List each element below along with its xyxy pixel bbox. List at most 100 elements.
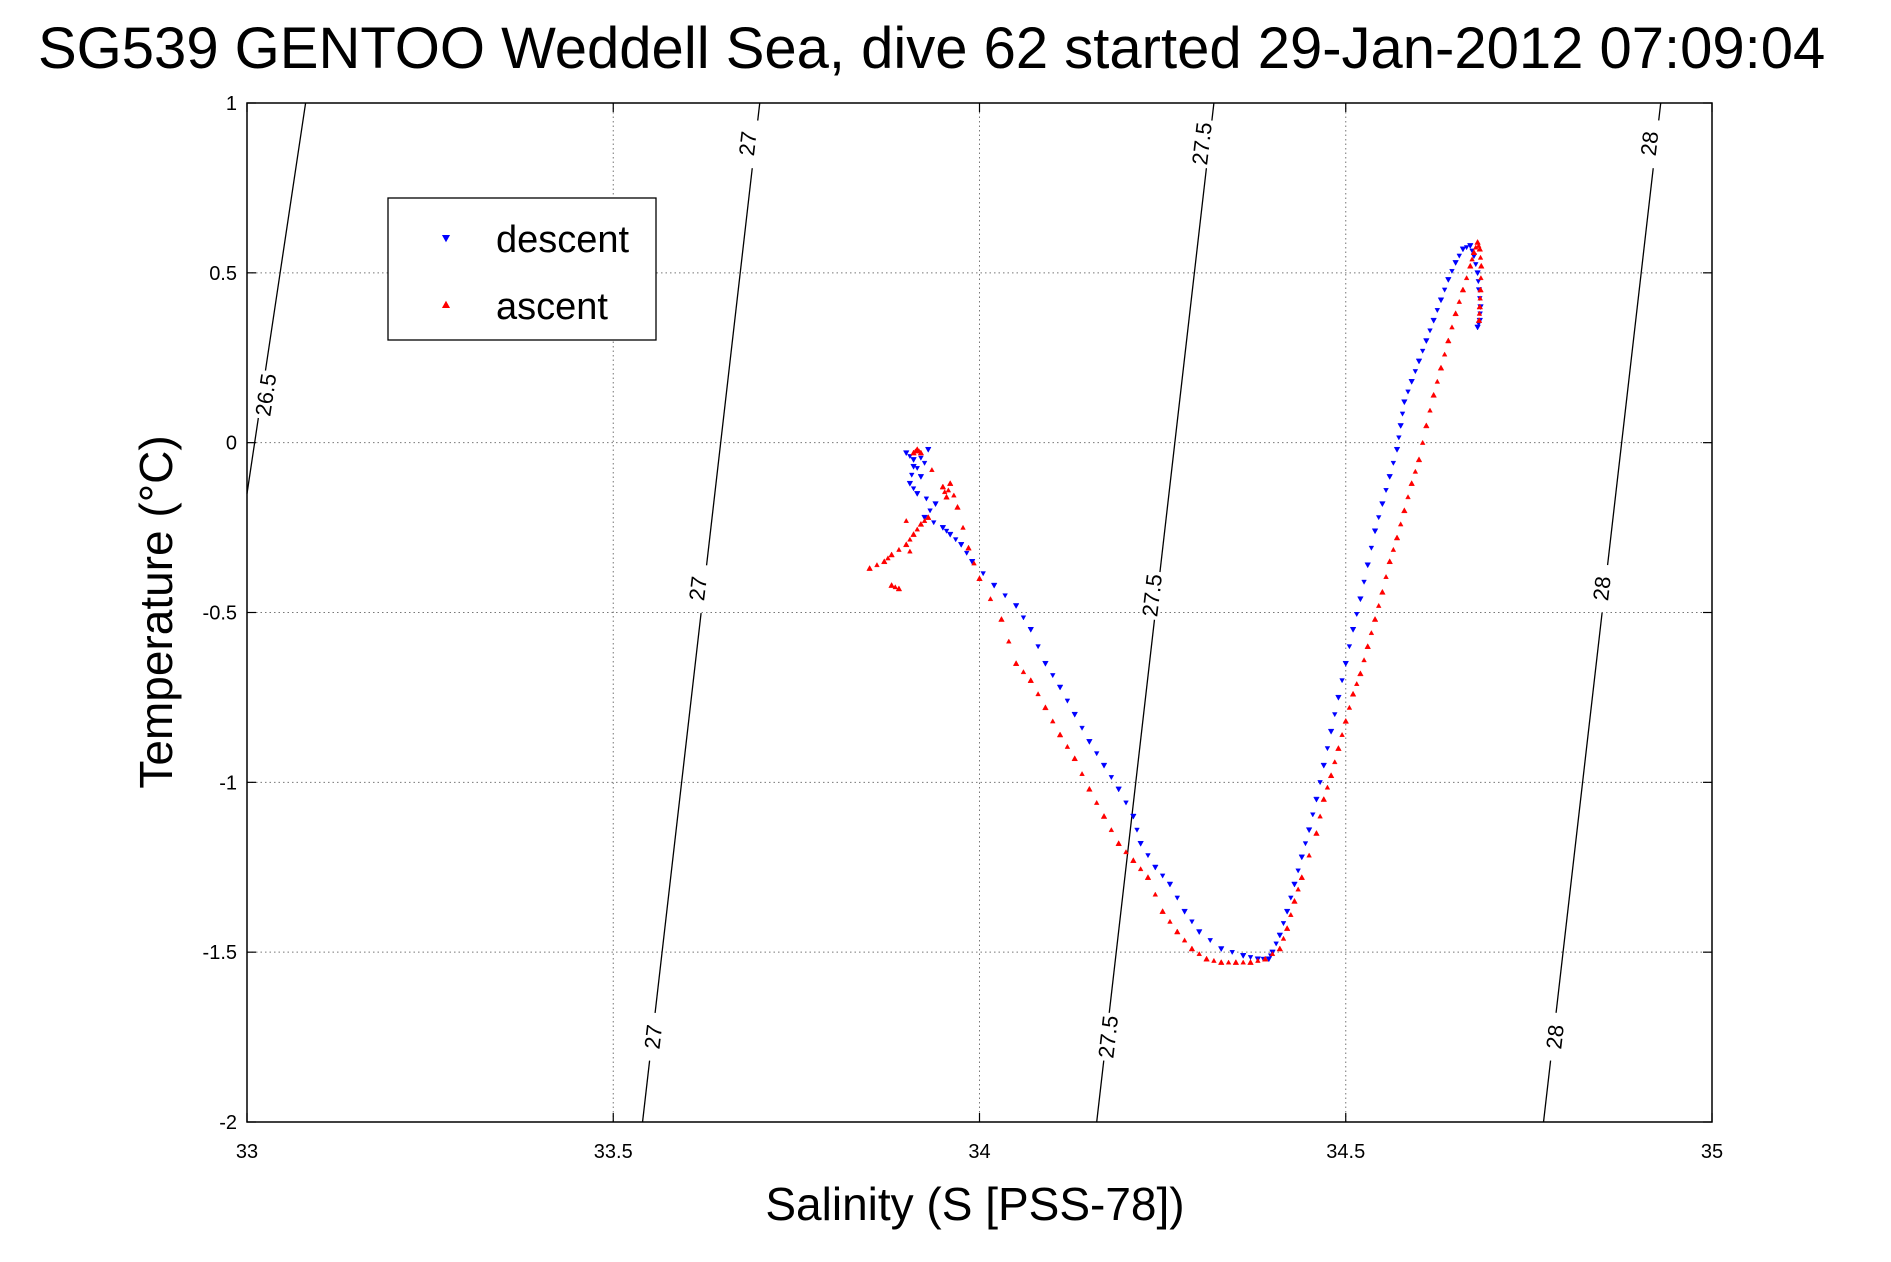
- descent-point: [1324, 746, 1331, 752]
- descent-point: [910, 457, 917, 463]
- ascent-point: [1196, 951, 1202, 956]
- descent-point: [1310, 812, 1316, 818]
- ascent-point: [1291, 897, 1298, 904]
- ascent-point: [1261, 955, 1269, 962]
- descent-point: [1393, 446, 1401, 453]
- descent-point: [1159, 873, 1166, 879]
- ascent-point: [895, 585, 903, 592]
- descent-point: [1386, 474, 1393, 480]
- ascent-point: [951, 492, 957, 498]
- ascent-point: [1430, 391, 1437, 398]
- descent-point: [1079, 725, 1085, 731]
- contour-label: 28: [1541, 1023, 1569, 1050]
- descent-point: [1463, 245, 1470, 251]
- descent-point: [914, 491, 921, 497]
- ascent-point: [1477, 295, 1483, 301]
- descent-point: [918, 455, 924, 461]
- descent-point: [1218, 946, 1225, 953]
- ascent-point: [1346, 704, 1353, 710]
- descent-point: [980, 571, 986, 577]
- y-tick-label: -2: [219, 1112, 237, 1134]
- descent-point: [1327, 728, 1335, 735]
- ascent-point: [1477, 286, 1484, 293]
- descent-point: [1396, 435, 1402, 441]
- descent-point: [906, 480, 914, 487]
- descent-point: [1027, 626, 1034, 633]
- descent-point: [1437, 297, 1445, 304]
- density-contour-line: [757, 102, 761, 121]
- descent-point: [1086, 739, 1093, 745]
- contour-label: 28: [1588, 575, 1616, 602]
- descent-point: [921, 514, 928, 521]
- ascent-point: [1247, 959, 1254, 965]
- x-tick-label: 33: [236, 1141, 258, 1163]
- descent-point: [1265, 956, 1273, 963]
- descent-point: [1247, 955, 1254, 961]
- ascent-point: [1174, 928, 1181, 935]
- descent-point: [1452, 260, 1459, 266]
- descent-point: [1064, 698, 1071, 704]
- x-axis-ticks: 33 33.5 34 34.5 35: [236, 103, 1723, 1163]
- ascent-point: [941, 489, 948, 495]
- contour-label: 27: [684, 575, 712, 602]
- ascent-point: [1475, 317, 1483, 323]
- descent-point: [1473, 262, 1479, 268]
- descent-point: [1050, 673, 1056, 679]
- descent-point: [1283, 908, 1291, 915]
- descent-point: [957, 542, 965, 548]
- density-contour-line: [1096, 1060, 1105, 1123]
- descent-point: [1379, 501, 1386, 508]
- descent-point: [1137, 840, 1144, 847]
- ascent-point: [1280, 935, 1287, 941]
- descent-point: [1056, 684, 1064, 691]
- density-contour-line: [1658, 102, 1662, 121]
- descent-point: [1415, 358, 1423, 365]
- ascent-point: [946, 480, 954, 486]
- descent-point: [1305, 827, 1313, 834]
- ascent-point: [1218, 959, 1225, 965]
- ascent-point: [1390, 546, 1397, 552]
- ascent-point: [1349, 690, 1357, 697]
- ascent-point: [1371, 615, 1379, 622]
- descent-point: [917, 474, 925, 480]
- ascent-point: [1415, 456, 1423, 463]
- ascent-point: [892, 584, 899, 590]
- ascent-point: [1298, 874, 1306, 880]
- contour-label: 27: [640, 1023, 668, 1050]
- ascent-point: [1320, 796, 1327, 802]
- legend: descent ascent: [387, 197, 657, 341]
- descent-point: [923, 496, 930, 502]
- descent-point: [1291, 881, 1298, 888]
- ascent-point: [1339, 731, 1345, 737]
- ascent-point: [925, 514, 932, 520]
- ascent-point: [1335, 745, 1342, 751]
- ascent-point: [1470, 249, 1478, 255]
- ascent-point: [1463, 275, 1470, 281]
- descent-point: [1335, 694, 1342, 701]
- ascent-point: [1211, 957, 1217, 963]
- descent-point: [1342, 660, 1349, 667]
- descent-point: [914, 466, 920, 471]
- ascent-point: [1383, 574, 1389, 579]
- descent-point: [1196, 929, 1203, 936]
- descent-point: [1239, 953, 1247, 959]
- descent-point: [1445, 277, 1452, 283]
- descent-point: [1100, 762, 1108, 769]
- descent-point: [932, 501, 939, 508]
- ascent-point: [1476, 245, 1484, 252]
- density-contour-line: [1555, 612, 1603, 1013]
- ascent-point: [1295, 886, 1301, 892]
- ascent-point: [971, 560, 977, 566]
- descent-point: [1375, 515, 1382, 521]
- ascent-point: [1115, 840, 1122, 846]
- ascent-point: [945, 487, 952, 493]
- ascent-point: [1152, 891, 1159, 897]
- ascent-point: [1086, 785, 1093, 792]
- descent-point: [1313, 796, 1320, 803]
- ascent-point: [1477, 254, 1484, 260]
- density-contour-line: [1542, 1060, 1552, 1123]
- descent-point: [1475, 279, 1482, 285]
- y-axis-ticks: -2 -1.5 -1 -0.5 0 0.5 1: [203, 93, 1712, 1134]
- chart-title: SG539 GENTOO Weddell Sea, dive 62 starte…: [38, 16, 1825, 81]
- ascent-point: [1397, 521, 1404, 527]
